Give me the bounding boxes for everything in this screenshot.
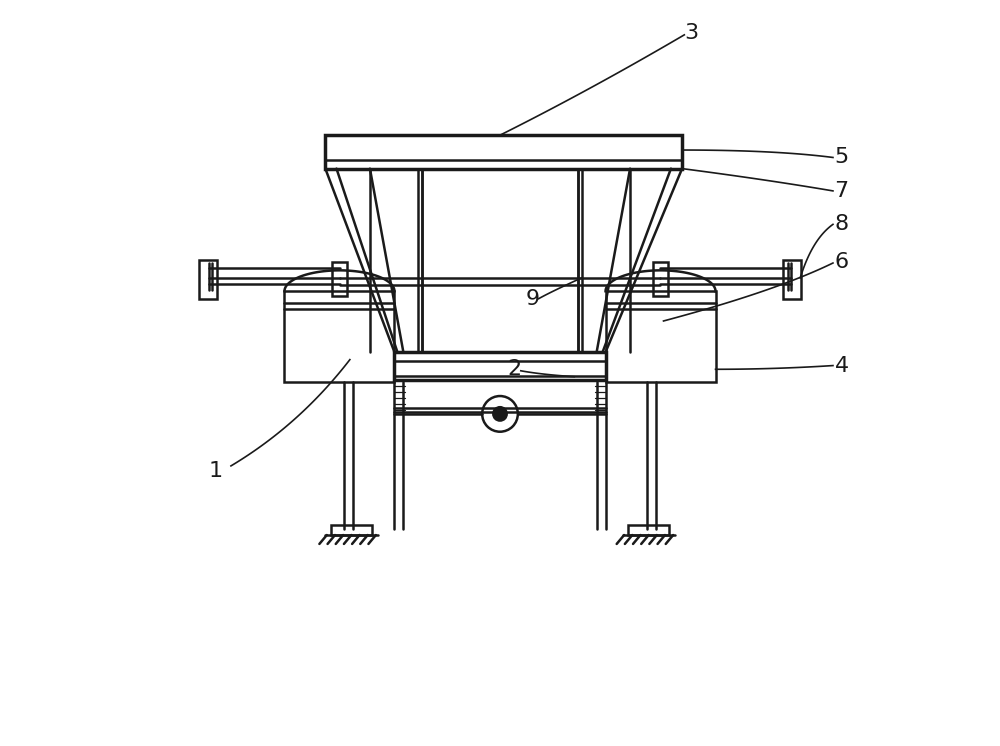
Text: 1: 1 [209, 461, 223, 481]
Text: 8: 8 [834, 214, 849, 234]
Text: 9: 9 [526, 289, 540, 309]
Text: 3: 3 [684, 22, 698, 43]
Bar [284, 291, 394, 382]
Bar [199, 260, 217, 298]
Text: 5: 5 [834, 148, 849, 167]
Bar [325, 135, 682, 169]
Text: 6: 6 [834, 251, 849, 272]
Text: 2: 2 [507, 360, 522, 379]
Bar [783, 260, 801, 298]
Text: 4: 4 [834, 356, 849, 375]
Circle shape [493, 407, 507, 421]
Bar [653, 262, 668, 295]
Bar [332, 262, 347, 295]
Bar [606, 291, 716, 382]
Text: 7: 7 [834, 181, 849, 201]
Bar [394, 352, 606, 380]
Bar [331, 524, 372, 535]
Bar [628, 524, 669, 535]
